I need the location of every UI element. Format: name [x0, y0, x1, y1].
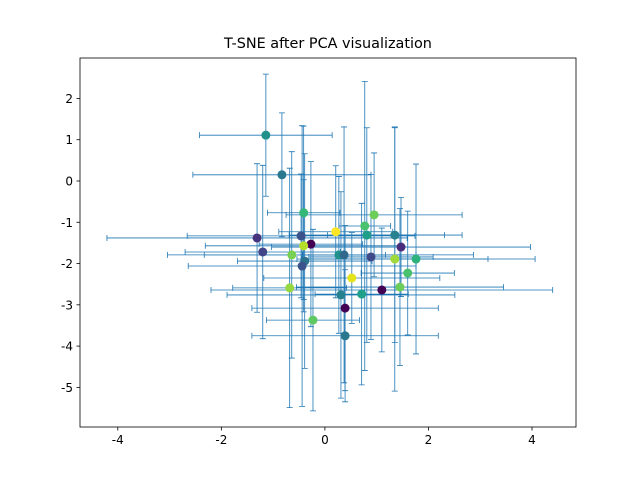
- point: [377, 285, 387, 295]
- point: [252, 233, 262, 243]
- point: [340, 331, 350, 341]
- point: [395, 282, 405, 292]
- chart-title: T-SNE after PCA visualization: [223, 36, 432, 52]
- point: [258, 247, 268, 257]
- point: [339, 250, 349, 260]
- point: [390, 230, 400, 240]
- x-tick-label: 2: [425, 433, 433, 447]
- point: [277, 170, 287, 180]
- y-tick-label: -4: [61, 340, 73, 354]
- point: [366, 252, 376, 262]
- point: [287, 250, 297, 260]
- x-tick-label: -2: [215, 433, 227, 447]
- y-tick-label: 0: [65, 175, 73, 189]
- point: [357, 289, 367, 299]
- x-tick-label: 4: [528, 433, 536, 447]
- y-tick-label: -5: [61, 381, 73, 395]
- point: [340, 303, 350, 313]
- point: [347, 273, 357, 283]
- point: [396, 242, 406, 252]
- point: [390, 254, 400, 264]
- plot-frame: [79, 57, 577, 428]
- point: [299, 241, 309, 251]
- point: [306, 239, 316, 249]
- point: [285, 283, 295, 293]
- x-tick-label: 0: [321, 433, 329, 447]
- point: [336, 290, 346, 300]
- y-tick-label: 2: [65, 92, 73, 106]
- point: [403, 268, 413, 278]
- y-tick-label: 1: [65, 133, 73, 147]
- point: [296, 231, 306, 241]
- point: [299, 208, 309, 218]
- point: [308, 315, 318, 325]
- point: [360, 221, 370, 231]
- x-tick-label: -4: [112, 433, 124, 447]
- point: [369, 210, 379, 220]
- y-tick-label: -3: [61, 298, 73, 312]
- point: [411, 254, 421, 264]
- point: [297, 261, 307, 271]
- point: [362, 230, 372, 240]
- y-tick-label: -2: [61, 257, 73, 271]
- point: [261, 130, 271, 140]
- point: [331, 227, 341, 237]
- y-tick-label: -1: [61, 216, 73, 230]
